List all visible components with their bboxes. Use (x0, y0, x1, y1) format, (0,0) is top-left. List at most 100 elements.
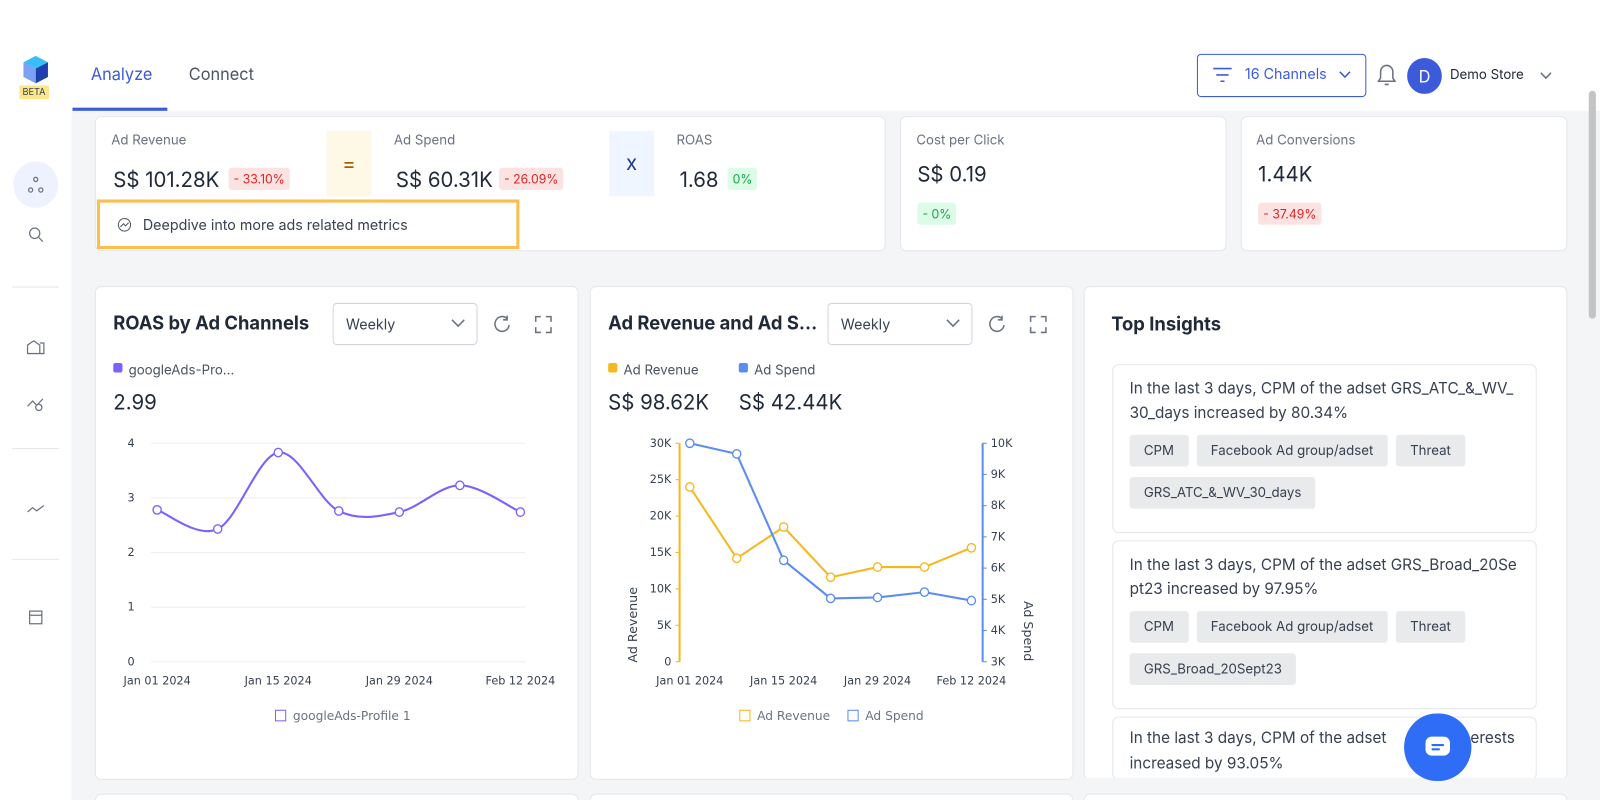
nav-active[interactable] (13, 161, 59, 208)
tag: GRS_ATC_&_WV_30_days (1129, 477, 1316, 509)
kpi-change: - 33.10% (228, 167, 290, 190)
x-tick-label: Feb 12 2024 (486, 673, 556, 687)
beta-badge: BETA (19, 85, 49, 100)
channels-label: 16 Channels (1244, 65, 1327, 84)
y-tick-label: 30K (650, 436, 672, 450)
point (966, 542, 977, 553)
store-name[interactable]: Demo Store (1449, 66, 1524, 84)
y-tick-label: 10K (650, 581, 672, 595)
sidebar-icons (12, 176, 60, 625)
chart-card (1083, 793, 1568, 800)
insight[interactable]: In the last 3 days, CPM of the adset ere… (1112, 716, 1537, 780)
legend-swatch (739, 709, 751, 722)
legend-swatch (608, 363, 618, 373)
point (872, 592, 883, 603)
x-tick-label: Feb 12 2024 (937, 673, 1007, 687)
legend-label: Ad Spend (754, 362, 816, 379)
y-tick-label: 0 (664, 654, 671, 668)
tag: CPM (1129, 434, 1189, 467)
point (212, 524, 223, 534)
period-dropdown[interactable]: Weekly (332, 302, 478, 346)
chevron (1540, 72, 1552, 80)
dropdown-label: Weekly (345, 315, 396, 334)
y-tick-label: 0 (128, 654, 135, 668)
y2-axis-title: Ad Spend (1021, 601, 1036, 661)
point (825, 572, 836, 583)
kpi-label: Ad Spend (393, 131, 456, 149)
legend-swatch (738, 363, 748, 373)
kpi-card (1240, 116, 1568, 252)
y-tick-label: 15K (650, 545, 672, 559)
insight-text: In the last 3 days, CPM of the adset GRS… (1129, 554, 1517, 599)
kpi-label: Cost per Click (916, 131, 1005, 149)
point (685, 482, 695, 492)
deepdive-link[interactable]: Deepdive into more ads related metrics (96, 199, 520, 250)
y2-tick-label: 6K (991, 560, 1006, 574)
legend-swatch (113, 363, 123, 373)
kpi-change: - 0% (917, 202, 957, 225)
summary-value: S$ 98.62K (608, 389, 710, 415)
avatar[interactable]: D (1407, 58, 1442, 94)
series-line (688, 486, 972, 579)
x-tick-label: Jan 01 2024 (655, 673, 723, 687)
bell-icon[interactable] (1374, 61, 1398, 91)
insight-text: increased by 93.05% (1129, 752, 1284, 773)
y2-tick-label: 7K (991, 529, 1006, 543)
chat-button[interactable] (1404, 713, 1472, 781)
kpi-label: Ad Revenue (111, 131, 187, 149)
point (778, 555, 789, 566)
scrollbar (1588, 90, 1596, 319)
y-tick-label: 1 (128, 599, 135, 613)
y-tick-label: 20K (650, 508, 672, 522)
kpi-card (899, 116, 1227, 252)
kpi-value: S$ 60.31K (395, 166, 493, 193)
chevron (1339, 71, 1351, 79)
insight[interactable]: In the last 3 days, CPM of the adset GRS… (1112, 364, 1537, 533)
summary-value: S$ 42.44K (738, 389, 843, 415)
kpi-change: - 37.49% (1258, 202, 1322, 225)
x-tick-label: Jan 15 2024 (749, 673, 817, 687)
kpi-change: 0% (727, 167, 758, 190)
tag-list: CPM Facebook Ad group/adset Threat GRS_ATC_… (1129, 434, 1520, 519)
y2-tick-label: 9K (991, 467, 1006, 481)
y2-tick-label: 5K (991, 592, 1006, 606)
point (778, 522, 789, 532)
legend-label: googleAds-Profile 1 (293, 708, 411, 723)
channels-button[interactable]: 16 Channels (1196, 53, 1367, 98)
kpi-value: 1.44K (1258, 161, 1313, 187)
x-tick-label: Jan 29 2024 (365, 673, 433, 687)
kpi-change: - 26.09% (498, 167, 564, 190)
x-tick-label: Jan 29 2024 (843, 673, 911, 687)
y2-tick-label: 4K (991, 623, 1006, 637)
card-title: Top Insights (1111, 313, 1222, 336)
legend-label: Ad Revenue (757, 708, 830, 723)
tag: GRS_Broad_20Sept23 (1129, 653, 1297, 685)
kpi-value: 1.68 (679, 166, 719, 193)
tab-underline (72, 107, 168, 111)
tag: Threat (1395, 434, 1466, 467)
y-tick-label: 25K (650, 472, 672, 486)
tab[interactable]: Connect (188, 63, 254, 85)
tab[interactable]: Analyze (90, 63, 153, 85)
insight-text: erests (1470, 727, 1515, 748)
kpi-value: S$ 101.28K (113, 166, 220, 193)
tag: CPM (1129, 611, 1189, 643)
point (152, 504, 162, 515)
insight-text: In the last 3 days, CPM of the adset GRS… (1129, 377, 1514, 423)
chart-icon (117, 217, 132, 232)
legend-label: Ad Spend (865, 708, 923, 723)
chart-card (589, 793, 1074, 800)
period-dropdown[interactable]: Weekly (827, 302, 973, 346)
insight[interactable]: In the last 3 days, CPM of the adset GRS… (1112, 540, 1537, 710)
y2-tick-label: 3K (991, 654, 1006, 668)
top-bar (0, 0, 1600, 111)
y-axis-title: Ad Revenue (625, 587, 640, 663)
point (966, 595, 977, 606)
y-tick-label: 3 (128, 490, 135, 504)
y2-tick-label: 8K (991, 498, 1006, 512)
point (685, 438, 695, 449)
tag: Threat (1395, 611, 1466, 643)
